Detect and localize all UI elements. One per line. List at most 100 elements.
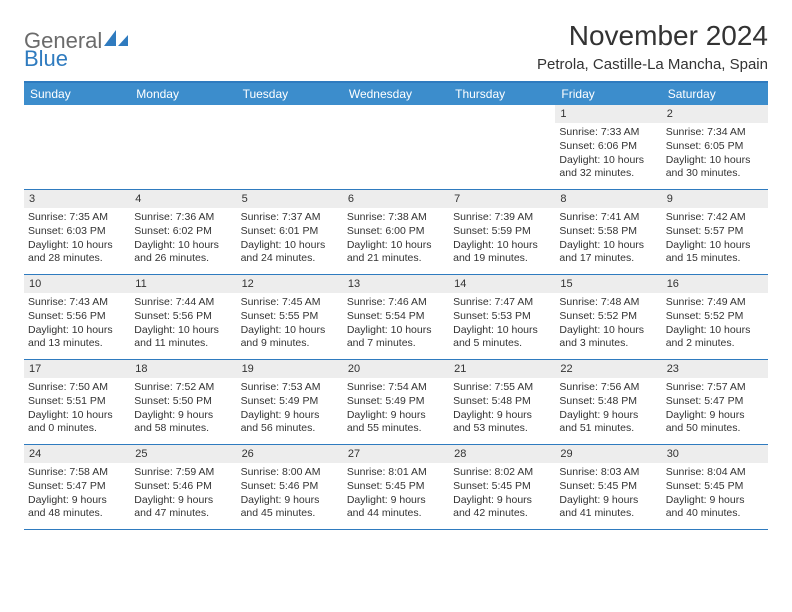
daylight-text: Daylight: 9 hours and 50 minutes. (666, 409, 764, 436)
daylight-text: Daylight: 10 hours and 13 minutes. (28, 324, 126, 351)
day-cell: 7Sunrise: 7:39 AMSunset: 5:59 PMDaylight… (449, 190, 555, 274)
day-number: 19 (237, 360, 343, 378)
daylight-text: Daylight: 9 hours and 56 minutes. (241, 409, 339, 436)
day-number: 25 (130, 445, 236, 463)
sunset-text: Sunset: 5:46 PM (241, 480, 339, 494)
daylight-text: Daylight: 10 hours and 3 minutes. (559, 324, 657, 351)
logo-sail-icon (102, 28, 130, 48)
daylight-text: Daylight: 10 hours and 21 minutes. (347, 239, 445, 266)
sunrise-text: Sunrise: 7:39 AM (453, 211, 551, 225)
sunrise-text: Sunrise: 7:54 AM (347, 381, 445, 395)
day-number: 22 (555, 360, 661, 378)
daylight-text: Daylight: 10 hours and 11 minutes. (134, 324, 232, 351)
sunrise-text: Sunrise: 8:00 AM (241, 466, 339, 480)
daylight-text: Daylight: 9 hours and 44 minutes. (347, 494, 445, 521)
sunrise-text: Sunrise: 7:47 AM (453, 296, 551, 310)
day-cell: 12Sunrise: 7:45 AMSunset: 5:55 PMDayligh… (237, 275, 343, 359)
day-number: 9 (662, 190, 768, 208)
sunset-text: Sunset: 6:06 PM (559, 140, 657, 154)
sunset-text: Sunset: 5:57 PM (666, 225, 764, 239)
sunrise-text: Sunrise: 7:43 AM (28, 296, 126, 310)
day-cell: 30Sunrise: 8:04 AMSunset: 5:45 PMDayligh… (662, 445, 768, 529)
sunset-text: Sunset: 5:56 PM (28, 310, 126, 324)
sunrise-text: Sunrise: 7:33 AM (559, 126, 657, 140)
day-number: 3 (24, 190, 130, 208)
week-row: 17Sunrise: 7:50 AMSunset: 5:51 PMDayligh… (24, 360, 768, 445)
sunrise-text: Sunrise: 7:42 AM (666, 211, 764, 225)
sunset-text: Sunset: 5:52 PM (666, 310, 764, 324)
day-cell: 16Sunrise: 7:49 AMSunset: 5:52 PMDayligh… (662, 275, 768, 359)
sunset-text: Sunset: 6:02 PM (134, 225, 232, 239)
daylight-text: Daylight: 9 hours and 42 minutes. (453, 494, 551, 521)
day-cell: 13Sunrise: 7:46 AMSunset: 5:54 PMDayligh… (343, 275, 449, 359)
week-row: 3Sunrise: 7:35 AMSunset: 6:03 PMDaylight… (24, 190, 768, 275)
day-number: 5 (237, 190, 343, 208)
sunrise-text: Sunrise: 7:37 AM (241, 211, 339, 225)
sunset-text: Sunset: 5:59 PM (453, 225, 551, 239)
day-number: 17 (24, 360, 130, 378)
day-cell: 24 Sunrise: 7:58 AMSunset: 5:47 PMDayligh… (24, 445, 130, 529)
daylight-text: Daylight: 9 hours and 47 minutes. (134, 494, 232, 521)
sunset-text: Sunset: 6:00 PM (347, 225, 445, 239)
day-number: 29 (555, 445, 661, 463)
daylight-text: Daylight: 10 hours and 32 minutes. (559, 154, 657, 181)
day-number: 27 (343, 445, 449, 463)
day-cell: 4Sunrise: 7:36 AMSunset: 6:02 PMDaylight… (130, 190, 236, 274)
day-cell: 27Sunrise: 8:01 AMSunset: 5:45 PMDayligh… (343, 445, 449, 529)
sunrise-text: Sunrise: 7:53 AM (241, 381, 339, 395)
day-header-row: SundayMondayTuesdayWednesdayThursdayFrid… (24, 83, 768, 105)
day-number: 4 (130, 190, 236, 208)
day-cell: 18Sunrise: 7:52 AMSunset: 5:50 PMDayligh… (130, 360, 236, 444)
day-cell: 14Sunrise: 7:47 AMSunset: 5:53 PMDayligh… (449, 275, 555, 359)
header: General Blue November 2024 Petrola, Cast… (24, 20, 768, 73)
sunrise-text: Sunrise: 7:55 AM (453, 381, 551, 395)
day-cell-empty (343, 105, 449, 189)
day-cell: 29Sunrise: 8:03 AMSunset: 5:45 PMDayligh… (555, 445, 661, 529)
sunrise-text: Sunrise: 7:52 AM (134, 381, 232, 395)
sunrise-text: Sunrise: 7:36 AM (134, 211, 232, 225)
daylight-text: Daylight: 10 hours and 5 minutes. (453, 324, 551, 351)
day-cell: 9 Sunrise: 7:42 AMSunset: 5:57 PMDaylight… (662, 190, 768, 274)
sunrise-text: Sunrise: 7:57 AM (666, 381, 764, 395)
week-row: 1Sunrise: 7:33 AMSunset: 6:06 PMDaylight… (24, 105, 768, 190)
day-number: 14 (449, 275, 555, 293)
day-cell: 20Sunrise: 7:54 AMSunset: 5:49 PMDayligh… (343, 360, 449, 444)
daylight-text: Daylight: 9 hours and 40 minutes. (666, 494, 764, 521)
sunset-text: Sunset: 5:48 PM (453, 395, 551, 409)
logo: General Blue (24, 20, 130, 70)
sunset-text: Sunset: 5:48 PM (559, 395, 657, 409)
sunset-text: Sunset: 5:45 PM (347, 480, 445, 494)
sunset-text: Sunset: 5:54 PM (347, 310, 445, 324)
sunrise-text: Sunrise: 7:58 AM (28, 466, 126, 480)
day-cell: 23Sunrise: 7:57 AMSunset: 5:47 PMDayligh… (662, 360, 768, 444)
sunset-text: Sunset: 5:46 PM (134, 480, 232, 494)
sunrise-text: Sunrise: 7:34 AM (666, 126, 764, 140)
sunrise-text: Sunrise: 7:59 AM (134, 466, 232, 480)
sunset-text: Sunset: 6:01 PM (241, 225, 339, 239)
week-row: 24Sunrise: 7:58 AMSunset: 5:47 PMDayligh… (24, 445, 768, 530)
day-cell: 21Sunrise: 7:55 AMSunset: 5:48 PMDayligh… (449, 360, 555, 444)
day-cell: 3Sunrise: 7:35 AMSunset: 6:03 PMDaylight… (24, 190, 130, 274)
sunrise-text: Sunrise: 7:50 AM (28, 381, 126, 395)
day-number: 8 (555, 190, 661, 208)
daylight-text: Daylight: 9 hours and 41 minutes. (559, 494, 657, 521)
day-number: 24 (24, 445, 130, 463)
daylight-text: Daylight: 10 hours and 15 minutes. (666, 239, 764, 266)
sunrise-text: Sunrise: 8:04 AM (666, 466, 764, 480)
daylight-text: Daylight: 9 hours and 45 minutes. (241, 494, 339, 521)
day-number: 26 (237, 445, 343, 463)
calendar: SundayMondayTuesdayWednesdayThursdayFrid… (24, 81, 768, 530)
day-number: 11 (130, 275, 236, 293)
day-cell-empty (130, 105, 236, 189)
day-cell: 19Sunrise: 7:53 AMSunset: 5:49 PMDayligh… (237, 360, 343, 444)
sunrise-text: Sunrise: 7:45 AM (241, 296, 339, 310)
day-number: 7 (449, 190, 555, 208)
sunset-text: Sunset: 5:47 PM (28, 480, 126, 494)
day-number: 12 (237, 275, 343, 293)
daylight-text: Daylight: 9 hours and 48 minutes. (28, 494, 126, 521)
day-cell: 11Sunrise: 7:44 AMSunset: 5:56 PMDayligh… (130, 275, 236, 359)
week-row: 10Sunrise: 7:43 AMSunset: 5:56 PMDayligh… (24, 275, 768, 360)
sunset-text: Sunset: 5:45 PM (666, 480, 764, 494)
day-cell: 25 Sunrise: 7:59 AMSunset: 5:46 PMDayligh… (130, 445, 236, 529)
day-cell-empty (237, 105, 343, 189)
